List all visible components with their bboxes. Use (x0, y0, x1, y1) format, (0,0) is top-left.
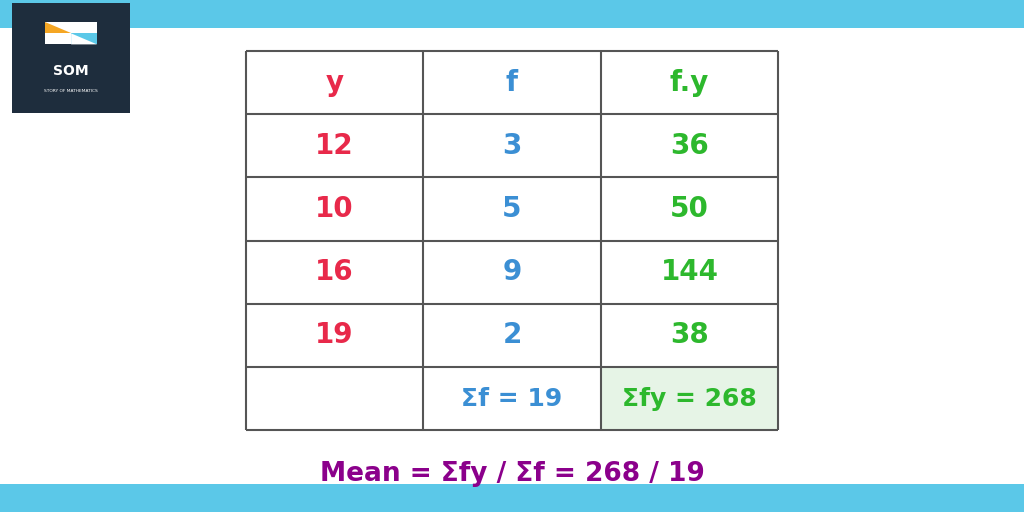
Text: Mean = Σfy / Σf = 268 / 19: Mean = Σfy / Σf = 268 / 19 (319, 461, 705, 486)
Text: 38: 38 (670, 322, 709, 349)
Text: 9: 9 (503, 258, 521, 286)
Text: 5: 5 (502, 195, 522, 223)
Text: 3: 3 (503, 132, 521, 160)
Text: Σf = 19: Σf = 19 (462, 387, 562, 411)
Polygon shape (45, 23, 72, 33)
Text: SOM: SOM (53, 64, 89, 78)
Text: 10: 10 (315, 195, 354, 223)
Text: Σfy = 268: Σfy = 268 (623, 387, 757, 411)
Text: 2: 2 (503, 322, 521, 349)
Text: 50: 50 (670, 195, 709, 223)
FancyBboxPatch shape (12, 3, 130, 113)
FancyBboxPatch shape (0, 484, 1024, 512)
FancyBboxPatch shape (72, 23, 97, 33)
Text: y: y (326, 69, 344, 97)
Text: STORY OF MATHEMATICS: STORY OF MATHEMATICS (44, 89, 98, 93)
FancyBboxPatch shape (0, 0, 1024, 28)
FancyBboxPatch shape (602, 368, 777, 430)
FancyBboxPatch shape (72, 33, 97, 45)
Polygon shape (72, 33, 97, 45)
Text: 19: 19 (315, 322, 353, 349)
Text: 12: 12 (315, 132, 354, 160)
Text: 16: 16 (315, 258, 354, 286)
Text: f.y: f.y (670, 69, 710, 97)
Text: 144: 144 (660, 258, 719, 286)
FancyBboxPatch shape (45, 33, 72, 45)
Text: 36: 36 (670, 132, 709, 160)
FancyBboxPatch shape (45, 23, 72, 33)
Text: f: f (506, 69, 518, 97)
